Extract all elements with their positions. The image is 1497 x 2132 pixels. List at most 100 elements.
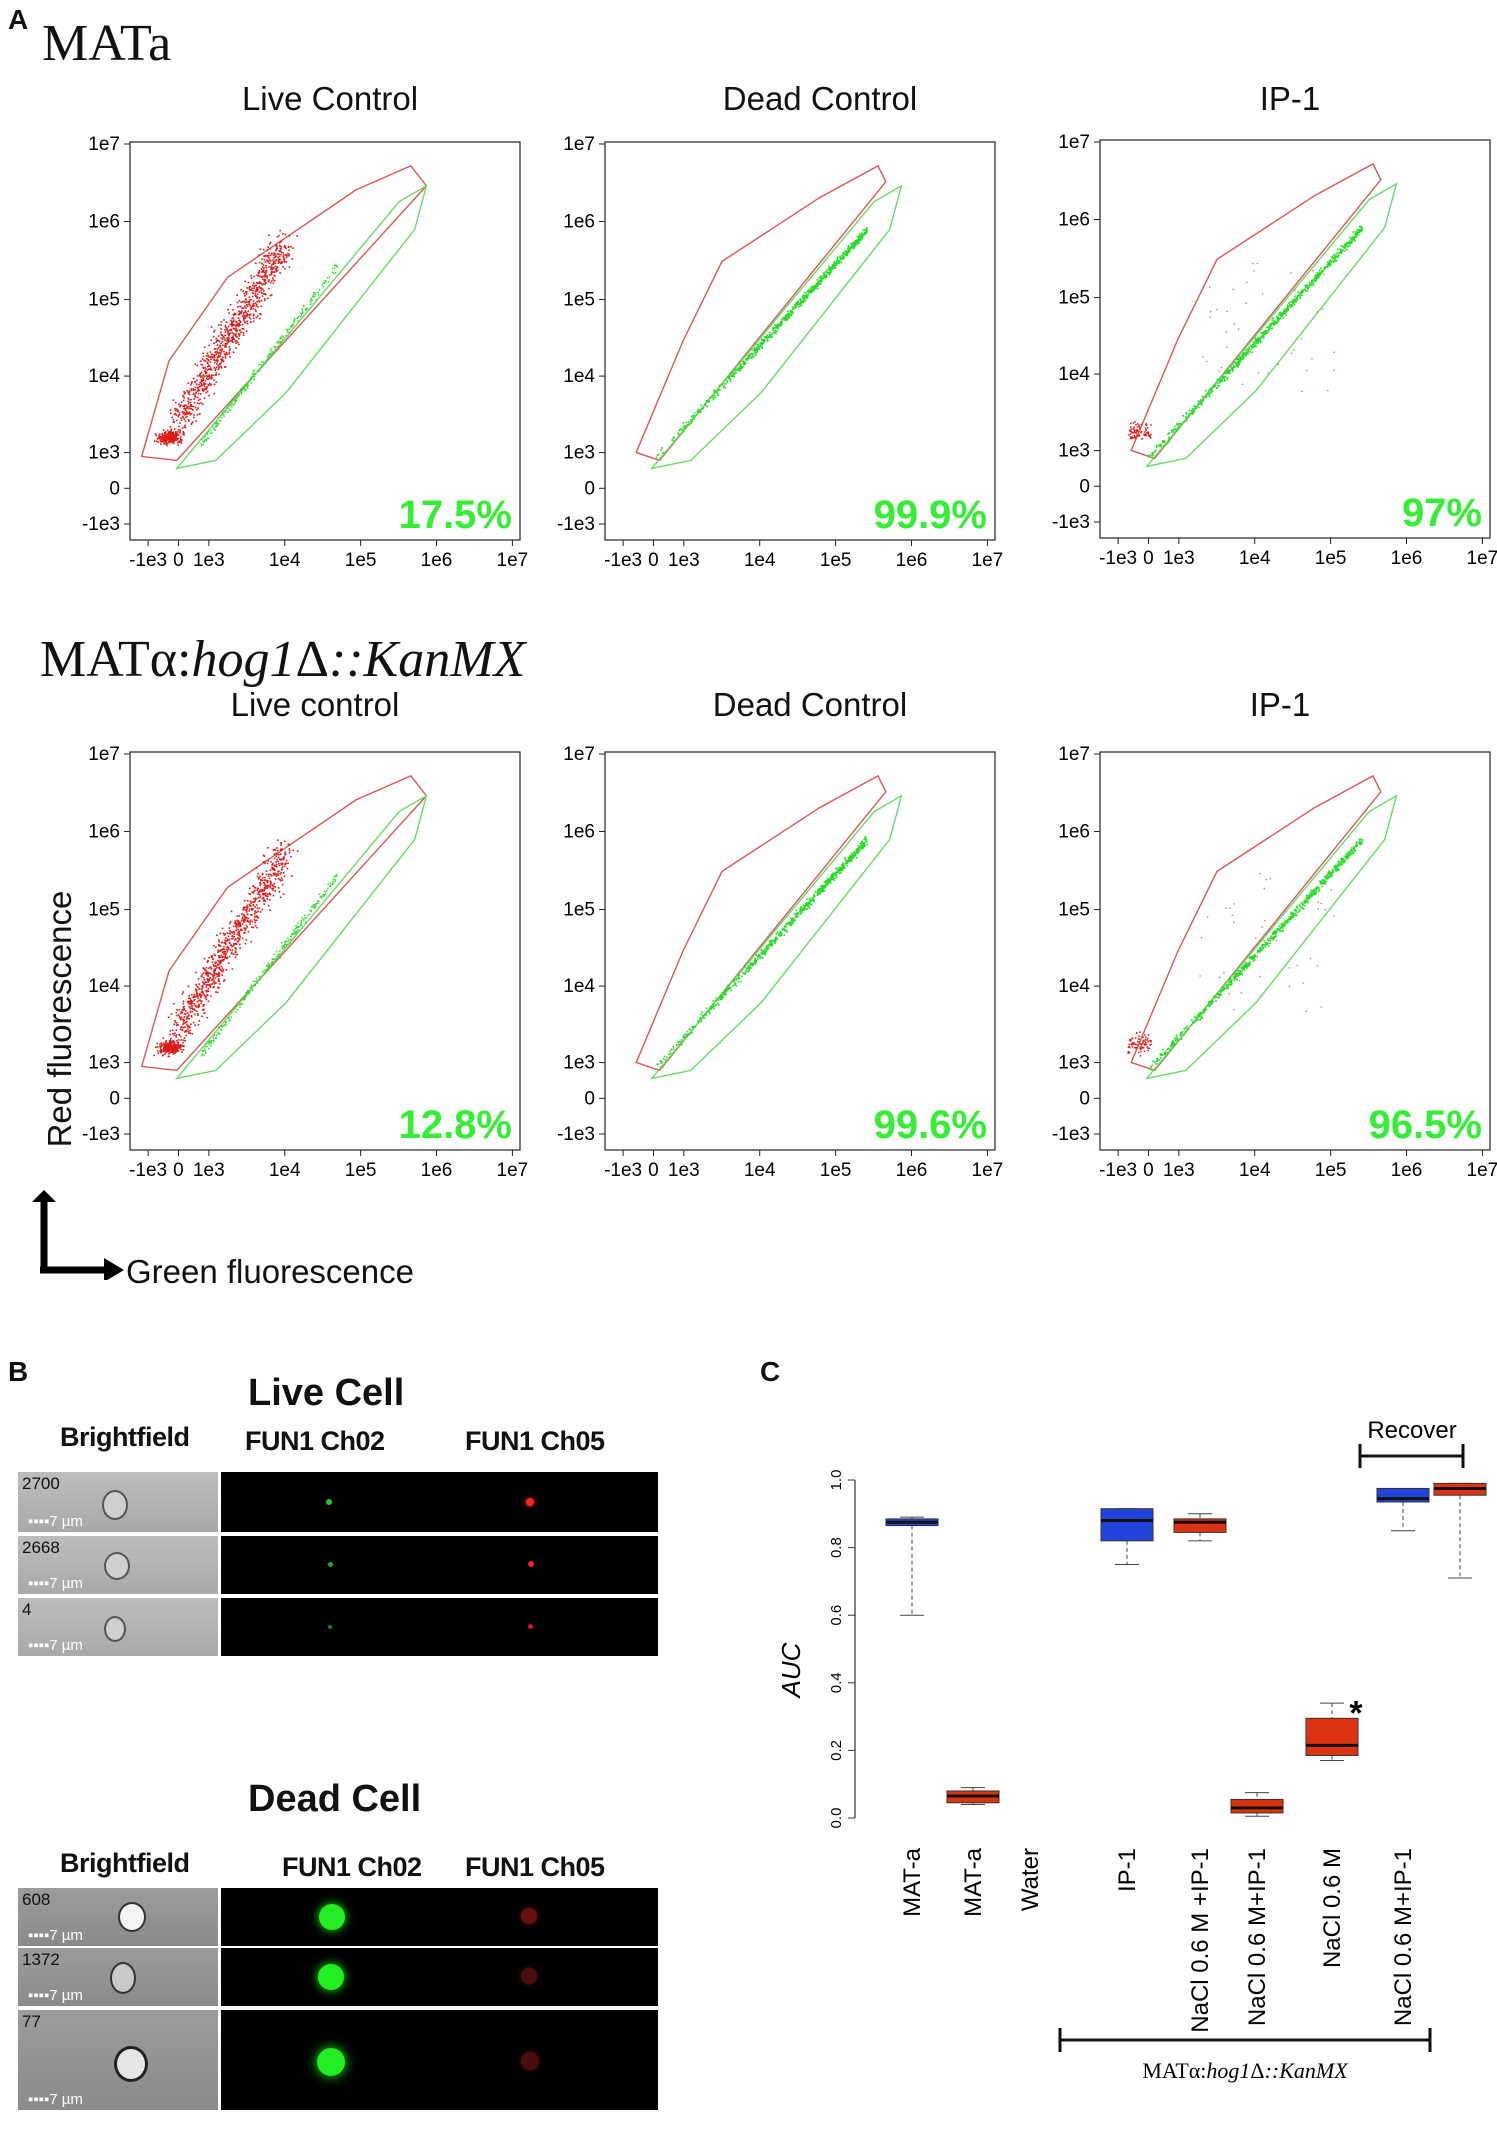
y-tick-label: 1e7 xyxy=(1058,744,1090,765)
y-tick-label: -1e3 xyxy=(557,514,595,535)
y-tick-label: 0.6 xyxy=(828,1605,845,1626)
cell-id: 77 xyxy=(22,2012,41,2031)
significance-star: * xyxy=(1349,1694,1363,1732)
auc-boxplot: 0.0 0.2 0.4 0.6 0.8 1.0 AUC * MAT-a MAT-a Water IP-… xyxy=(776,1417,1487,2083)
x-tick-label: 1e3 xyxy=(1163,1160,1195,1181)
y-tick-label: 1e7 xyxy=(88,134,120,155)
x-tick-label: 1e5 xyxy=(820,550,852,571)
y-tick-label: 1e5 xyxy=(563,900,595,921)
x-tick-label: 1e3 xyxy=(668,1160,700,1181)
y-tick-label: 1e4 xyxy=(88,976,120,997)
x-tick-label: 1e3 xyxy=(193,550,225,571)
green-gate xyxy=(174,794,428,1080)
live-cell-title: Live Cell xyxy=(248,1372,405,1414)
cell-id: 4 xyxy=(22,1600,32,1619)
green-gate xyxy=(1144,182,1398,468)
y-tick-label: 1e7 xyxy=(563,134,595,155)
flow-plot-6: 1e7 1e6 1e5 1e4 1e3 0 -1e3 -1e3 0 1e3 1e4 1e5 1e6 1e7… xyxy=(1052,744,1497,1181)
x-tick-label: 1e5 xyxy=(1315,548,1347,569)
x-tick-label: 0 xyxy=(173,1160,184,1181)
gate-percent: 99.9% xyxy=(874,493,987,537)
box-8 xyxy=(1376,1487,1430,1532)
y-tick-label: 0 xyxy=(584,478,595,499)
panel-c-letter: C xyxy=(760,1356,781,1387)
x-tick-label: 1e6 xyxy=(1391,1160,1423,1181)
strain-label-bottom: MATα:hog1Δ::KanMX xyxy=(40,630,525,689)
category-label: NaCl 0.6 M +IP-1 xyxy=(1187,1848,1214,2033)
y-tick-label: 1e7 xyxy=(1058,132,1090,153)
y-tick-label: -1e3 xyxy=(1052,1124,1090,1145)
strain-bottom-gene: hog1 xyxy=(191,631,296,688)
x-tick-label: 1e4 xyxy=(1239,548,1271,569)
x-tick-label: -1e3 xyxy=(604,550,642,571)
y-tick-label: 0 xyxy=(1079,1088,1090,1109)
red-gate xyxy=(635,164,887,462)
red-gate xyxy=(635,774,887,1072)
x-tick-label: 1e3 xyxy=(1163,548,1195,569)
live-cell-row-3: 4 ▪▪▪▪7 µm xyxy=(18,1598,658,1656)
red-gate xyxy=(1130,162,1382,460)
live-col-ch02: FUN1 Ch02 xyxy=(245,1426,385,1456)
live-cell-row-1: 2700 ▪▪▪▪7 µm xyxy=(18,1472,658,1532)
x-tick-label: 1e4 xyxy=(1239,1160,1271,1181)
green-gate xyxy=(174,184,428,470)
x-axis-label: Green fluorescence xyxy=(126,1253,414,1290)
green-gate xyxy=(649,794,903,1080)
gate-percent: 96.5% xyxy=(1369,1103,1482,1147)
strain-bottom-delta: Δ xyxy=(295,631,329,688)
box-6 xyxy=(1230,1792,1284,1817)
gate-percent: 17.5% xyxy=(399,493,512,537)
category-label: Water xyxy=(1017,1848,1044,1911)
y-tick-label: 1e5 xyxy=(88,900,120,921)
scale-bar: ▪▪▪▪7 µm xyxy=(28,1637,83,1654)
box-7 xyxy=(1305,1702,1359,1762)
box-4 xyxy=(1100,1508,1154,1565)
box-1 xyxy=(885,1516,939,1616)
y-tick-label: 1e4 xyxy=(563,976,595,997)
event-dots xyxy=(153,839,338,1058)
x-tick-label: -1e3 xyxy=(1099,548,1137,569)
x-tick-label: 1e4 xyxy=(269,550,301,571)
red-gate xyxy=(140,165,428,462)
panel-b-letter: B xyxy=(8,1356,29,1387)
live-col-brightfield: Brightfield xyxy=(60,1422,190,1452)
plot-title-4: Live control xyxy=(230,686,400,723)
y-tick-label: 0.8 xyxy=(828,1537,845,1558)
x-tick-label: 1e7 xyxy=(497,550,529,571)
x-tick-label: -1e3 xyxy=(604,1160,642,1181)
dead-col-ch02: FUN1 Ch02 xyxy=(282,1852,422,1882)
x-tick-label: 1e6 xyxy=(896,1160,928,1181)
y-tick-label: -1e3 xyxy=(82,1124,120,1145)
y-tick-label: 1e4 xyxy=(563,366,595,387)
x-tick-label: 1e7 xyxy=(972,1160,1004,1181)
y-tick-label: 0.2 xyxy=(828,1740,845,1761)
y-tick-label: 1e5 xyxy=(1058,288,1090,309)
category-label: NaCl 0.6 M+IP-1 xyxy=(1390,1848,1417,2026)
live-col-ch05: FUN1 Ch05 xyxy=(465,1426,605,1456)
y-tick-label: 1e6 xyxy=(1058,210,1090,231)
category-label: MAT-a xyxy=(899,1847,926,1917)
cell-id: 2700 xyxy=(22,1474,60,1493)
x-tick-label: 0 xyxy=(1143,1160,1154,1181)
flow-plot-4: 1e7 1e6 1e5 1e4 1e3 0 -1e3 -1e3 0 1e3 1e4 1e5 1e6 1e7… xyxy=(82,744,528,1181)
box-9 xyxy=(1433,1482,1487,1579)
y-tick-label: 1e3 xyxy=(1058,1053,1090,1074)
scale-bar: ▪▪▪▪7 µm xyxy=(28,1927,83,1944)
green-gate xyxy=(1144,794,1398,1080)
y-tick-label: 0.4 xyxy=(828,1672,845,1693)
y-tick-label: 0 xyxy=(109,478,120,499)
dead-col-brightfield: Brightfield xyxy=(60,1848,190,1878)
box-body xyxy=(1230,1798,1284,1814)
gate-percent: 97% xyxy=(1402,491,1482,535)
box-5 xyxy=(1173,1513,1227,1542)
red-gate xyxy=(140,775,428,1072)
cell-id: 2668 xyxy=(22,1538,60,1557)
strain-bracket: MATα:hog1Δ::KanMX xyxy=(1058,2028,1432,2083)
x-tick-label: 1e6 xyxy=(896,550,928,571)
x-tick-label: 1e5 xyxy=(1315,1160,1347,1181)
y-tick-label: 1e5 xyxy=(1058,900,1090,921)
plot-title-2: Dead Control xyxy=(722,80,918,117)
category-label: MAT-a xyxy=(960,1847,987,1917)
dead-cell-row-3: 77 ▪▪▪▪7 µm xyxy=(18,2010,658,2110)
gate-percent: 99.6% xyxy=(874,1103,987,1147)
